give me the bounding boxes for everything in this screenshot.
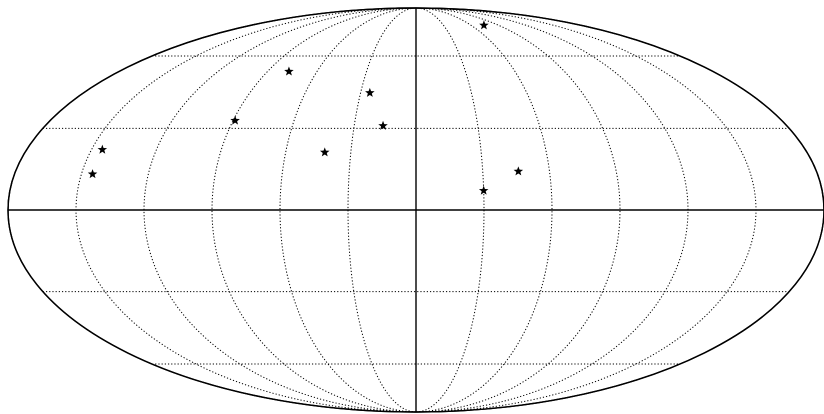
map-outline bbox=[7, 7, 824, 413]
meridian-line bbox=[143, 8, 417, 412]
star-marker bbox=[478, 185, 489, 195]
axes bbox=[8, 8, 824, 412]
star-marker bbox=[97, 144, 108, 154]
data-points bbox=[87, 20, 524, 195]
star-marker bbox=[378, 120, 388, 130]
star-marker bbox=[479, 20, 489, 30]
star-marker bbox=[284, 66, 294, 76]
meridian-line bbox=[415, 8, 689, 412]
star-marker bbox=[87, 169, 98, 179]
star-marker bbox=[365, 87, 375, 97]
star-marker bbox=[320, 147, 330, 157]
star-marker bbox=[230, 115, 240, 125]
star-marker bbox=[513, 166, 524, 176]
